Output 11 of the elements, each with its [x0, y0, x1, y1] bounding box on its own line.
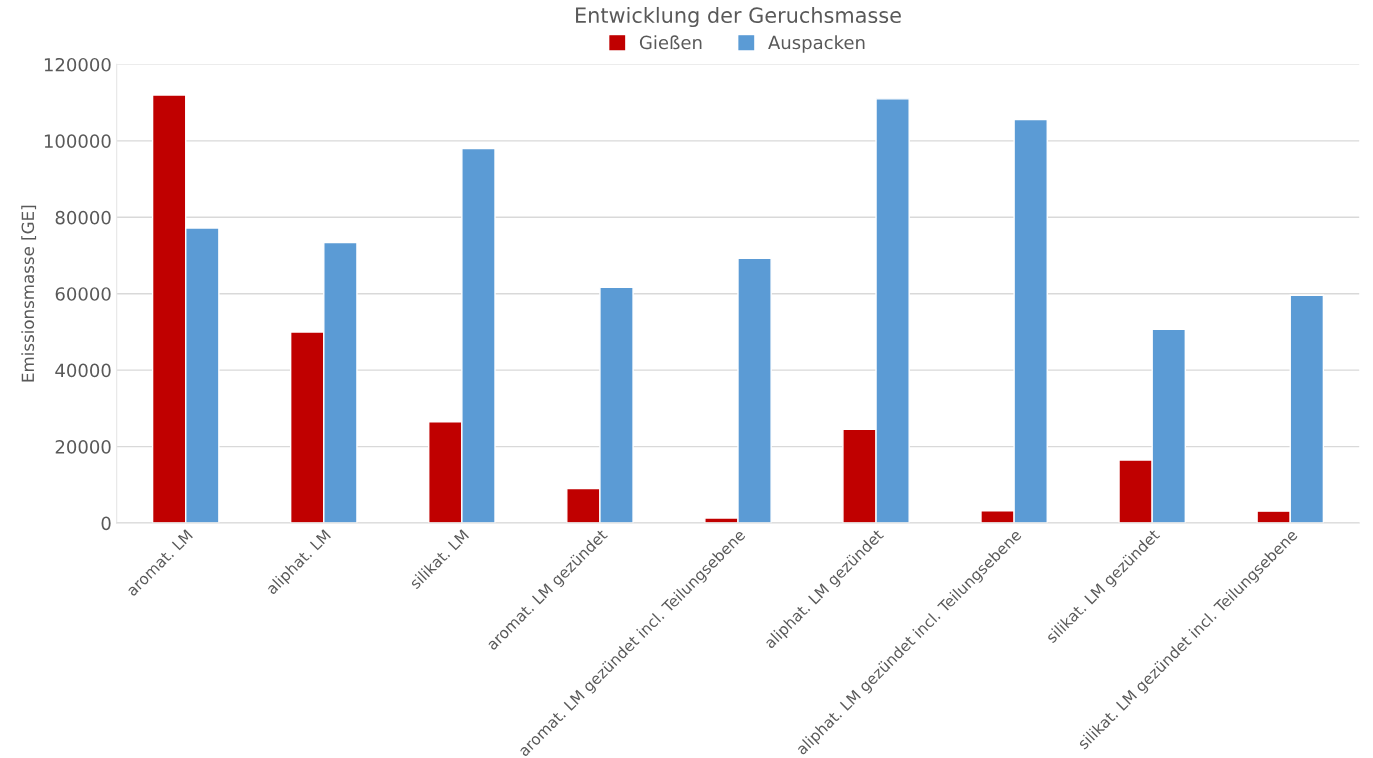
y-tick-label: 80000	[55, 210, 111, 225]
y-tick-label: 100000	[44, 134, 111, 148]
legend-label: Gießen	[639, 35, 702, 50]
legend-label: Auspacken	[768, 35, 865, 53]
y-tick-label: 40000	[55, 363, 111, 378]
y-axis-title: Emissionsmasse [GE]	[21, 205, 37, 382]
y-tick-label: 60000	[55, 287, 111, 301]
chart-title: Entwicklung der Geruchsmasse	[576, 6, 901, 28]
y-tick-label: 0	[101, 516, 111, 531]
y-tick-label: 120000	[44, 57, 111, 72]
y-tick-label: 20000	[55, 440, 111, 454]
